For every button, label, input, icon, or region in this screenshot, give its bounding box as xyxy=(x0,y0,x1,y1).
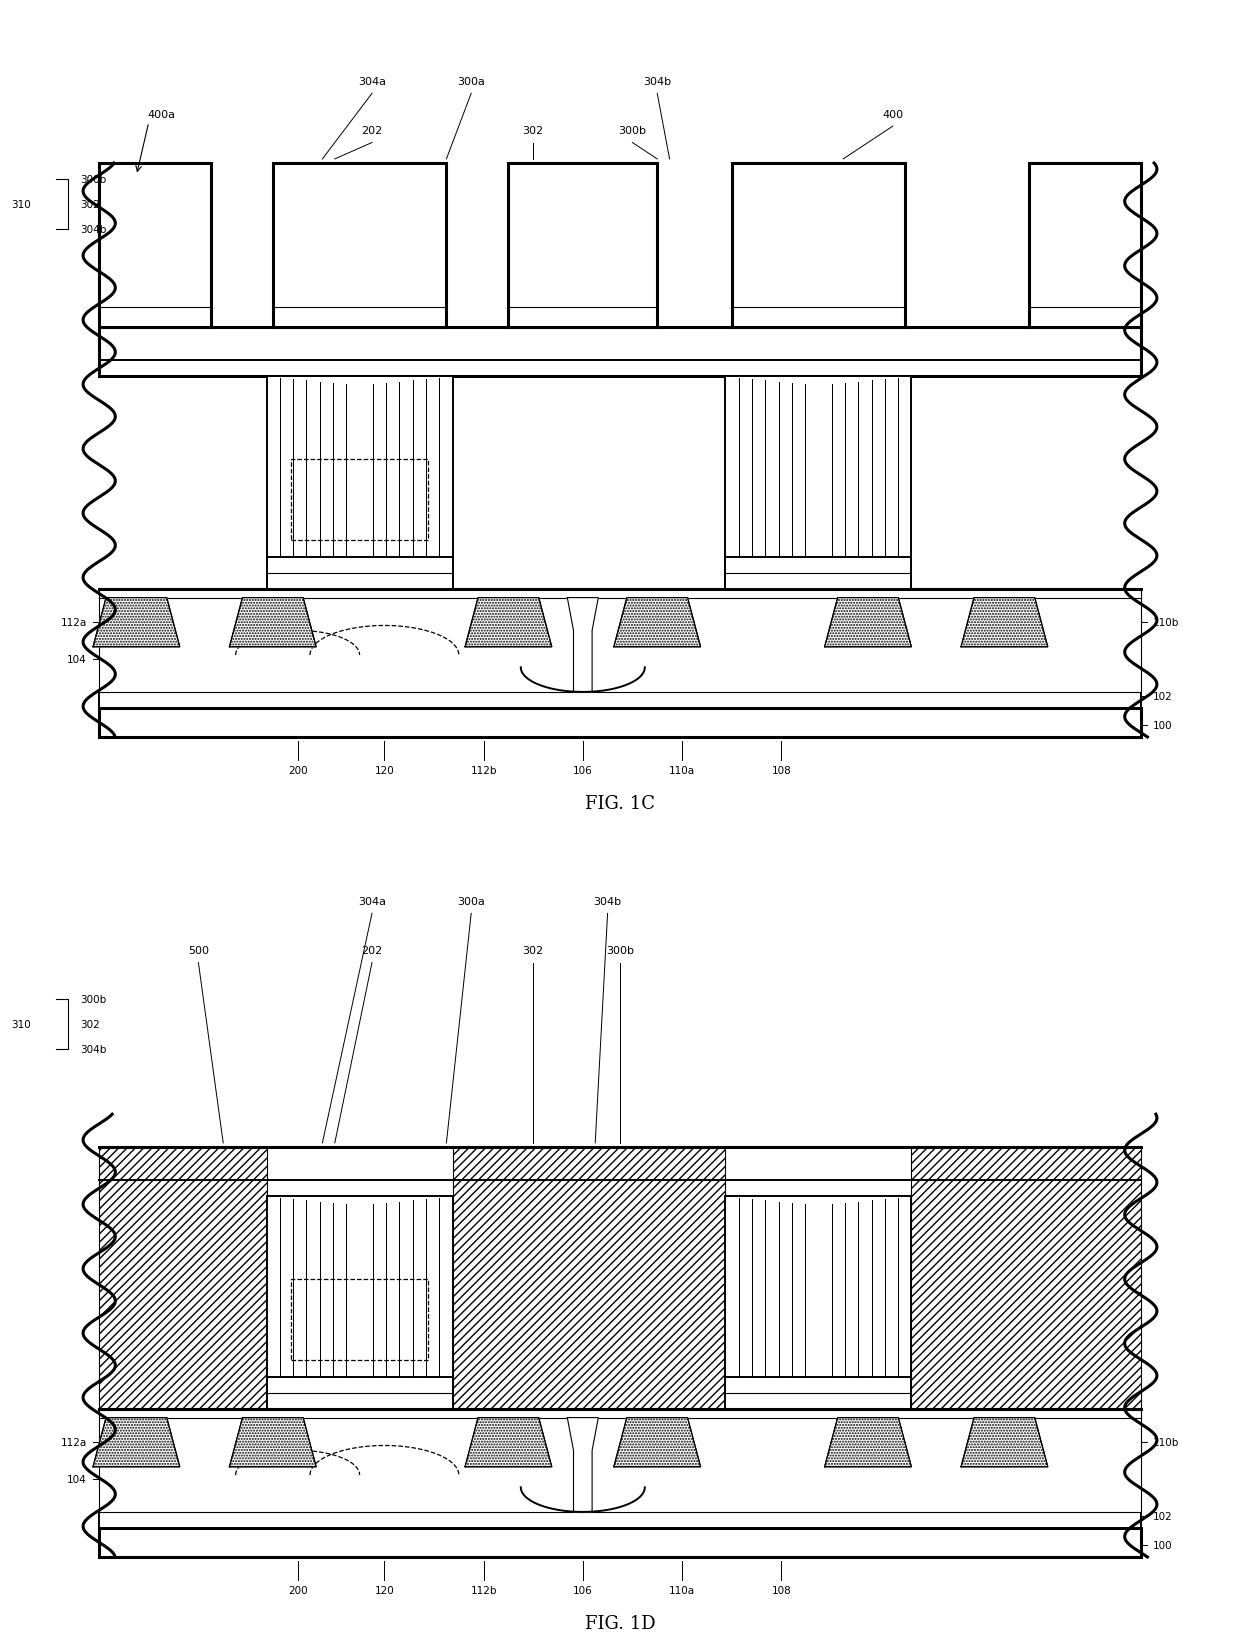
Polygon shape xyxy=(465,598,552,647)
Text: 106: 106 xyxy=(573,1585,593,1595)
Text: 302: 302 xyxy=(81,1019,100,1029)
Text: 300b: 300b xyxy=(81,175,107,185)
Bar xyxy=(99,708,1141,738)
Text: 300b: 300b xyxy=(606,946,634,956)
Bar xyxy=(99,590,1141,692)
Text: 104: 104 xyxy=(67,654,87,665)
Polygon shape xyxy=(465,1418,552,1467)
Text: 108: 108 xyxy=(771,1585,791,1595)
Polygon shape xyxy=(229,598,316,647)
Text: 100: 100 xyxy=(1153,1539,1173,1550)
Text: 302: 302 xyxy=(81,200,100,210)
Polygon shape xyxy=(465,598,552,647)
Polygon shape xyxy=(961,1418,1048,1467)
Text: 110a: 110a xyxy=(668,1585,696,1595)
Text: 104: 104 xyxy=(67,1473,87,1485)
Text: 120: 120 xyxy=(374,765,394,775)
Polygon shape xyxy=(229,598,316,647)
Polygon shape xyxy=(93,598,180,647)
Polygon shape xyxy=(93,598,180,647)
Polygon shape xyxy=(93,1418,180,1467)
Text: 100: 100 xyxy=(1153,720,1173,731)
Polygon shape xyxy=(961,598,1048,647)
Polygon shape xyxy=(93,1418,180,1467)
Text: 112a: 112a xyxy=(61,618,87,628)
Text: 304b: 304b xyxy=(81,1044,107,1054)
Bar xyxy=(99,1511,1141,1528)
Text: 120: 120 xyxy=(374,1585,394,1595)
Bar xyxy=(267,557,453,590)
Text: 300b: 300b xyxy=(619,126,646,136)
Text: 300b: 300b xyxy=(81,995,107,1005)
Bar xyxy=(267,1196,453,1410)
Bar xyxy=(99,1410,1141,1511)
Bar xyxy=(911,1147,1141,1410)
Text: 300a: 300a xyxy=(458,897,485,906)
Bar xyxy=(725,557,911,590)
Polygon shape xyxy=(825,1418,911,1467)
Text: 302: 302 xyxy=(522,946,544,956)
Polygon shape xyxy=(614,598,701,647)
Bar xyxy=(453,1147,725,1410)
Bar xyxy=(1029,164,1141,328)
Polygon shape xyxy=(961,598,1048,647)
Text: 400a: 400a xyxy=(148,110,175,120)
Polygon shape xyxy=(229,1418,316,1467)
Bar xyxy=(267,1377,453,1410)
Text: 200: 200 xyxy=(288,1585,308,1595)
Text: FIG. 1D: FIG. 1D xyxy=(585,1614,655,1631)
Text: 304b: 304b xyxy=(81,225,107,234)
Text: 304a: 304a xyxy=(358,897,386,906)
Text: 202: 202 xyxy=(361,126,383,136)
Polygon shape xyxy=(825,598,911,647)
Text: 200: 200 xyxy=(288,765,308,775)
Text: 108: 108 xyxy=(771,765,791,775)
Bar xyxy=(273,164,446,328)
Polygon shape xyxy=(614,598,701,647)
Bar xyxy=(725,1196,911,1410)
Bar xyxy=(99,1147,267,1410)
Bar xyxy=(291,459,428,541)
Text: 106: 106 xyxy=(573,765,593,775)
Bar xyxy=(99,328,1141,377)
Text: 112a: 112a xyxy=(61,1437,87,1447)
Text: 304b: 304b xyxy=(594,897,621,906)
Text: 302: 302 xyxy=(522,126,544,136)
Bar xyxy=(99,164,211,328)
Text: 102: 102 xyxy=(1153,1511,1173,1521)
Text: 110b: 110b xyxy=(1153,1437,1179,1447)
Polygon shape xyxy=(229,1418,316,1467)
Polygon shape xyxy=(961,1418,1048,1467)
Text: 310: 310 xyxy=(11,200,31,210)
Text: 400: 400 xyxy=(882,110,904,120)
Bar xyxy=(267,377,453,590)
Text: 304a: 304a xyxy=(358,77,386,87)
Polygon shape xyxy=(825,598,911,647)
Text: 110a: 110a xyxy=(668,765,696,775)
Polygon shape xyxy=(614,1418,701,1467)
Text: 102: 102 xyxy=(1153,692,1173,701)
Text: 110b: 110b xyxy=(1153,618,1179,628)
Bar xyxy=(732,164,905,328)
Polygon shape xyxy=(825,1418,911,1467)
Polygon shape xyxy=(614,1418,701,1467)
Bar xyxy=(99,1528,1141,1557)
Polygon shape xyxy=(568,598,599,692)
Polygon shape xyxy=(465,1418,552,1467)
Text: FIG. 1C: FIG. 1C xyxy=(585,795,655,811)
Polygon shape xyxy=(568,1418,599,1511)
Text: 112b: 112b xyxy=(470,1585,497,1595)
Bar xyxy=(725,377,911,590)
Bar xyxy=(291,1278,428,1360)
Bar xyxy=(725,1377,911,1410)
Text: 112b: 112b xyxy=(470,765,497,775)
Text: 300a: 300a xyxy=(458,77,485,87)
Bar xyxy=(508,164,657,328)
Text: 500: 500 xyxy=(188,946,208,956)
Bar xyxy=(99,692,1141,708)
Text: 310: 310 xyxy=(11,1019,31,1029)
Text: 304b: 304b xyxy=(644,77,671,87)
Text: 202: 202 xyxy=(361,946,383,956)
